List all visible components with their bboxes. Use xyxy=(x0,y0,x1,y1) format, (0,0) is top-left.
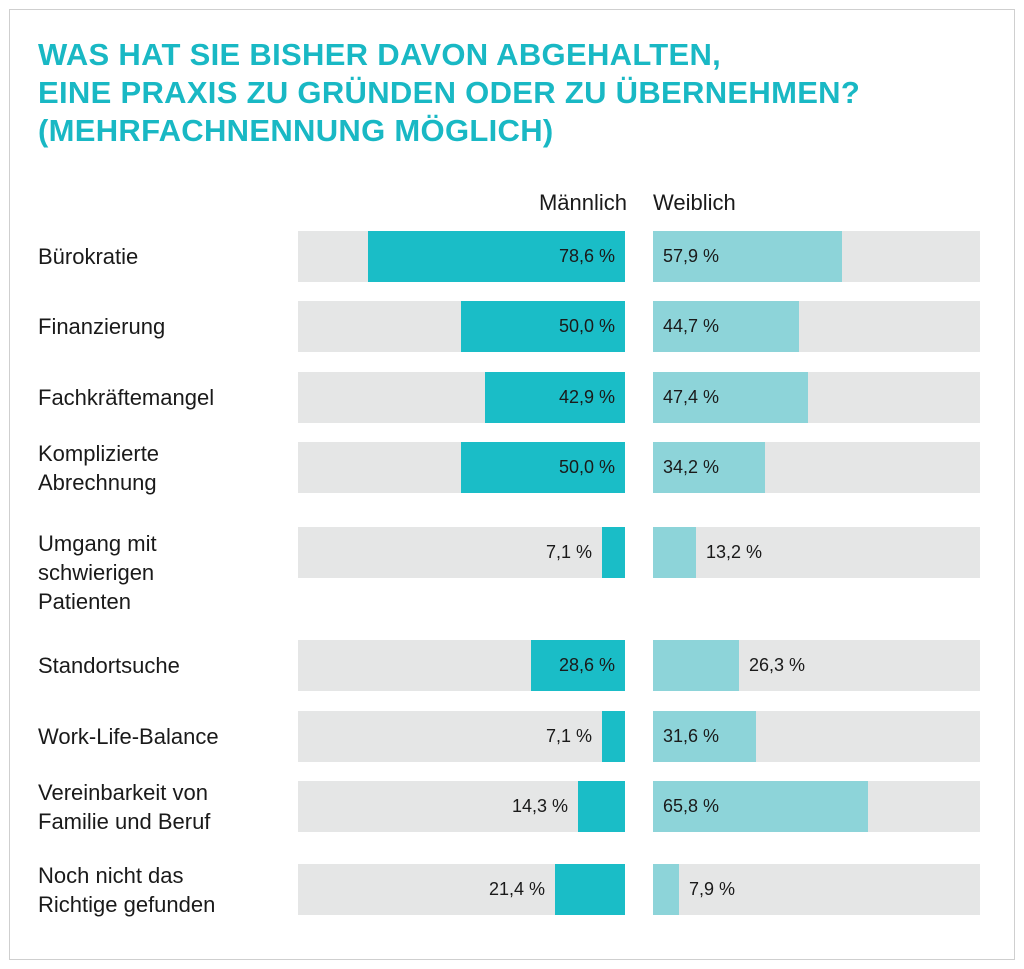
value-label-maennlich: 14,3 % xyxy=(511,796,568,816)
bar-maennlich xyxy=(461,442,625,493)
value-label-maennlich: 7,1 % xyxy=(545,542,592,562)
track-weiblich: 26,3 % xyxy=(653,640,980,691)
category-label-line: Vereinbarkeit von xyxy=(38,779,208,805)
category-label: Work-Life-Balance xyxy=(38,722,219,751)
track-maennlich: 7,1 % xyxy=(298,527,625,578)
value-label-weiblich: 26,3 % xyxy=(749,655,806,675)
chart-title: WAS HAT SIE BISHER DAVON ABGEHALTEN, EIN… xyxy=(38,36,860,150)
category-label: Fachkräftemangel xyxy=(38,383,214,412)
category-label-line: Noch nicht das xyxy=(38,862,184,888)
track-maennlich: 7,1 % xyxy=(298,711,625,762)
value-label-weiblich: 57,9 % xyxy=(663,246,720,266)
track-weiblich: 47,4 % xyxy=(653,372,980,423)
value-label-maennlich: 50,0 % xyxy=(558,457,615,477)
category-label-line: Richtige gefunden xyxy=(38,891,216,917)
category-label-line: Abrechnung xyxy=(38,469,157,495)
category-label-line: Bürokratie xyxy=(38,244,139,269)
bar-maennlich xyxy=(485,372,625,423)
track-weiblich: 44,7 % xyxy=(653,301,980,352)
track-maennlich: 28,6 % xyxy=(298,640,625,691)
track-weiblich: 13,2 % xyxy=(653,527,980,578)
category-label-line: Patienten xyxy=(38,589,131,614)
category-label-line: Fachkräftemangel xyxy=(38,385,215,410)
value-label-maennlich: 42,9 % xyxy=(558,387,615,407)
category-label-line: schwierigen xyxy=(38,560,155,585)
value-label-weiblich: 13,2 % xyxy=(706,542,763,562)
bar-maennlich xyxy=(555,864,625,915)
value-label-weiblich: 7,9 % xyxy=(689,879,736,899)
legend-maennlich: Männlich xyxy=(538,190,627,215)
value-label-weiblich: 34,2 % xyxy=(663,457,720,477)
category-label: Vereinbarkeit von Familie und Beruf xyxy=(38,778,210,836)
category-label: Komplizierte Abrechnung xyxy=(38,439,159,497)
legend-weiblich: Weiblich xyxy=(653,190,736,215)
track-weiblich: 7,9 % xyxy=(653,864,980,915)
value-label-weiblich: 47,4 % xyxy=(663,387,720,407)
value-label-weiblich: 65,8 % xyxy=(663,796,720,816)
bar-weiblich xyxy=(653,231,842,282)
value-label-maennlich: 21,4 % xyxy=(488,879,545,899)
bar-weiblich xyxy=(653,864,679,915)
category-label-line: Familie und Beruf xyxy=(38,808,211,834)
track-maennlich: 78,6 % xyxy=(298,231,625,282)
track-weiblich: 31,6 % xyxy=(653,711,980,762)
track-weiblich: 65,8 % xyxy=(653,781,980,832)
title-line-3: (MEHRFACHNENNUNG MÖGLICH) xyxy=(38,113,554,148)
value-label-weiblich: 31,6 % xyxy=(663,726,720,746)
category-label-line: Komplizierte xyxy=(38,440,160,466)
category-label-line: Standortsuche xyxy=(38,653,180,678)
value-label-maennlich: 7,1 % xyxy=(545,726,592,746)
track-maennlich: 21,4 % xyxy=(298,864,625,915)
bar-maennlich xyxy=(368,231,625,282)
bar-weiblich xyxy=(653,527,696,578)
bar-weiblich xyxy=(653,442,765,493)
category-label: Finanzierung xyxy=(38,312,165,341)
category-label: Umgang mit schwierigen Patienten xyxy=(38,529,157,616)
bar-weiblich xyxy=(653,711,756,762)
category-label-line: Umgang mit xyxy=(38,531,157,556)
value-label-weiblich: 44,7 % xyxy=(663,316,720,336)
category-label: Noch nicht das Richtige gefunden xyxy=(38,861,215,919)
value-label-maennlich: 28,6 % xyxy=(558,655,615,675)
track-maennlich: 14,3 % xyxy=(298,781,625,832)
value-label-maennlich: 50,0 % xyxy=(558,316,615,336)
value-label-maennlich: 78,6 % xyxy=(558,246,615,266)
track-weiblich: 57,9 % xyxy=(653,231,980,282)
track-maennlich: 50,0 % xyxy=(298,301,625,352)
track-maennlich: 50,0 % xyxy=(298,442,625,493)
track-maennlich: 42,9 % xyxy=(298,372,625,423)
bar-weiblich xyxy=(653,372,808,423)
track-weiblich: 34,2 % xyxy=(653,442,980,493)
bar-maennlich xyxy=(578,781,625,832)
category-label-line: Work-Life-Balance xyxy=(38,724,219,749)
category-label-line: Finanzierung xyxy=(38,314,166,339)
bar-weiblich xyxy=(653,640,739,691)
bar-weiblich xyxy=(653,781,868,832)
title-line-2: EINE PRAXIS ZU GRÜNDEN ODER ZU ÜBERNEHME… xyxy=(38,75,861,110)
title-line-1: WAS HAT SIE BISHER DAVON ABGEHALTEN, xyxy=(38,37,722,72)
bar-weiblich xyxy=(653,301,799,352)
bar-maennlich xyxy=(531,640,625,691)
category-label: Bürokratie xyxy=(38,242,138,271)
bar-maennlich xyxy=(602,711,625,762)
category-label: Standortsuche xyxy=(38,651,180,680)
bar-maennlich xyxy=(602,527,625,578)
bar-maennlich xyxy=(461,301,625,352)
